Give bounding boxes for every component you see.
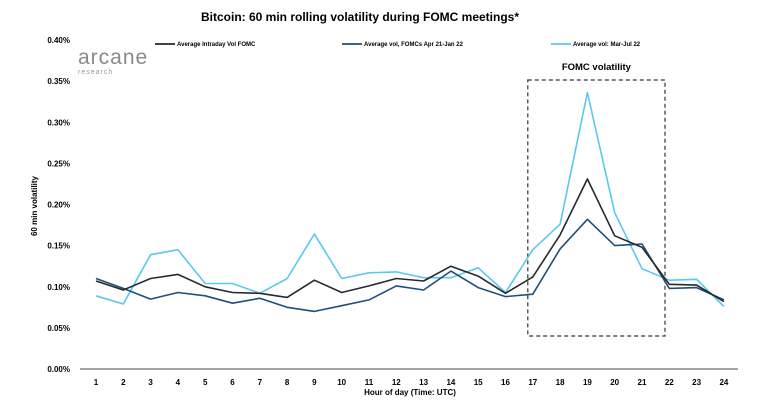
y-axis: 0.00% 0.05% 0.10% 0.15% 0.20% 0.25% 0.30% 0.35%… (47, 36, 70, 374)
x-tick-label: 11 (365, 378, 374, 387)
y-tick-label: 0.20% (47, 201, 70, 210)
x-tick-label: 5 (203, 378, 208, 387)
legend-label: Average vol, FOMCs Apr 21-Jan 22 (364, 42, 464, 48)
legend-label: Average vol: Mar-Jul 22 (573, 42, 641, 48)
series-line-2 (95, 218, 725, 313)
x-tick-label: 9 (312, 378, 317, 387)
y-tick-label: 0.05% (47, 324, 70, 333)
y-tick-label: 0.25% (47, 159, 70, 168)
x-tick-label: 8 (285, 378, 290, 387)
x-axis: 1 2 3 4 5 6 7 8 9 10 11 12 13 14 15 16 17 18 19 20 21 22 23 24 (80, 368, 738, 387)
x-tick-label: 12 (392, 378, 401, 387)
x-tick-label: 22 (665, 378, 674, 387)
x-tick-label: 16 (501, 378, 510, 387)
x-tick-label: 1 (94, 378, 99, 387)
x-tick-label: 7 (258, 378, 263, 387)
x-tick-label: 14 (446, 378, 455, 387)
x-tick-label: 19 (583, 378, 592, 387)
x-tick-label: 17 (528, 378, 537, 387)
fomc-dashed-box (527, 79, 666, 337)
x-tick-label: 4 (176, 378, 181, 387)
x-tick-label: 2 (121, 378, 126, 387)
fomc-annotation-label: FOMC volatility (562, 62, 632, 73)
y-tick-label: 0.30% (47, 118, 70, 127)
logo-main-text: arcane (78, 46, 149, 69)
legend-label: Average Intraday Vol FOMC (177, 42, 256, 48)
legend: Average Intraday Vol FOMC Average vol, FO… (155, 42, 641, 48)
x-tick-label: 6 (230, 378, 235, 387)
x-tick-label: 20 (610, 378, 619, 387)
y-tick-label: 0.40% (47, 36, 70, 45)
x-tick-label: 15 (474, 378, 483, 387)
series-lines (95, 91, 725, 313)
y-tick-label: 0.35% (47, 77, 70, 86)
x-tick-label: 13 (419, 378, 428, 387)
fomc-annotation: FOMC volatility (527, 62, 666, 337)
x-tick-label: 24 (719, 378, 728, 387)
x-axis-label: Hour of day (Time: UTC) (364, 388, 456, 397)
y-axis-label: 60 min volatility (30, 175, 39, 236)
series-line-1 (95, 178, 725, 303)
y-tick-label: 0.15% (47, 242, 70, 251)
x-tick-label: 3 (148, 378, 153, 387)
y-tick-label: 0.10% (47, 283, 70, 292)
logo-sub-text: research (78, 69, 114, 76)
chart-title: Bitcoin: 60 min rolling volatility durin… (201, 10, 519, 24)
x-tick-label: 23 (692, 378, 701, 387)
logo: arcane research (78, 47, 168, 83)
x-tick-label: 18 (556, 378, 565, 387)
series-line-3 (95, 91, 725, 308)
x-tick-label: 10 (337, 378, 346, 387)
y-tick-label: 0.00% (47, 365, 70, 374)
x-tick-label: 21 (638, 378, 647, 387)
